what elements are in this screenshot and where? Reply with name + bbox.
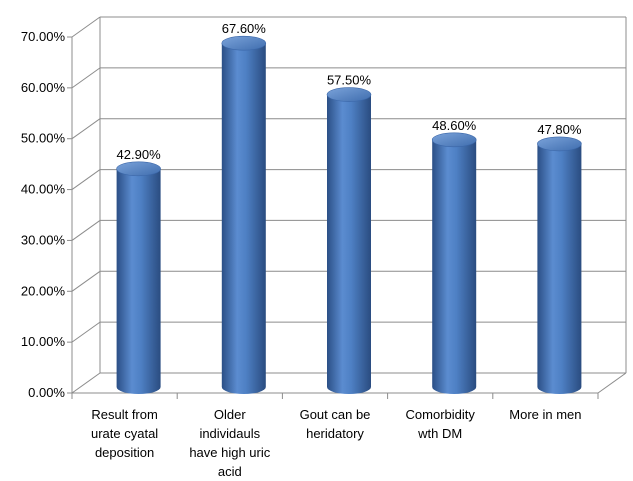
- bar-body: [327, 94, 371, 394]
- x-tick-label: Gout can be: [300, 407, 371, 422]
- x-tick-label: Older: [214, 407, 246, 422]
- y-tick-label: 20.00%: [21, 283, 66, 298]
- bar-cap: [116, 161, 161, 177]
- bar-cap: [221, 35, 267, 51]
- bar: [221, 35, 267, 394]
- bar-layer: [116, 35, 582, 395]
- x-tick-label: heridatory: [306, 426, 364, 441]
- data-label: 67.60%: [222, 21, 267, 36]
- data-label: 47.80%: [537, 122, 582, 137]
- y-tick-label: 10.00%: [21, 334, 66, 349]
- x-tick-label: individauls: [199, 426, 260, 441]
- x-tick-label: have high uric: [189, 445, 270, 460]
- bar-body: [432, 139, 477, 395]
- floor-right-edge: [597, 372, 627, 394]
- gridline-side: [71, 270, 101, 292]
- y-tick-label: 40.00%: [21, 182, 66, 197]
- label-layer: 0.00% 10.00% 20.00% 30.00% 40.00% 50.00% 60.00…: [21, 21, 582, 479]
- gridline-side: [71, 372, 101, 394]
- bar-body: [221, 43, 266, 394]
- gridline-side: [71, 321, 101, 343]
- x-tick-label: acid: [218, 464, 242, 479]
- bar: [537, 136, 582, 395]
- gridline-side: [71, 220, 101, 241]
- bar-cap: [431, 132, 477, 148]
- data-label: 48.60%: [432, 118, 477, 133]
- y-tick-label: 70.00%: [21, 29, 66, 44]
- bar-body: [116, 168, 161, 394]
- gridline-side: [71, 16, 101, 38]
- bar: [326, 87, 372, 394]
- bar-cap: [326, 87, 372, 102]
- bar-body: [537, 143, 582, 395]
- y-tick-label: 0.00%: [28, 385, 65, 400]
- bar-cap: [537, 136, 582, 152]
- x-tick-label: urate cyatal: [91, 426, 158, 441]
- data-label: 42.90%: [117, 147, 162, 162]
- x-tick-label: Comorbidity: [406, 407, 476, 422]
- gridline-side: [71, 118, 101, 140]
- bar: [116, 161, 161, 394]
- x-tick-label: wth DM: [417, 426, 462, 441]
- gridline-side: [71, 169, 101, 190]
- y-tick-label: 60.00%: [21, 80, 66, 95]
- x-tick-label: Result from: [91, 407, 157, 422]
- y-tick-label: 50.00%: [21, 131, 66, 146]
- x-tick-label: More in men: [509, 407, 581, 422]
- gridline-side: [71, 67, 101, 89]
- data-label: 57.50%: [327, 73, 372, 88]
- y-tick-label: 30.00%: [21, 232, 66, 247]
- bar: [431, 132, 477, 395]
- x-tick-label: deposition: [95, 445, 154, 460]
